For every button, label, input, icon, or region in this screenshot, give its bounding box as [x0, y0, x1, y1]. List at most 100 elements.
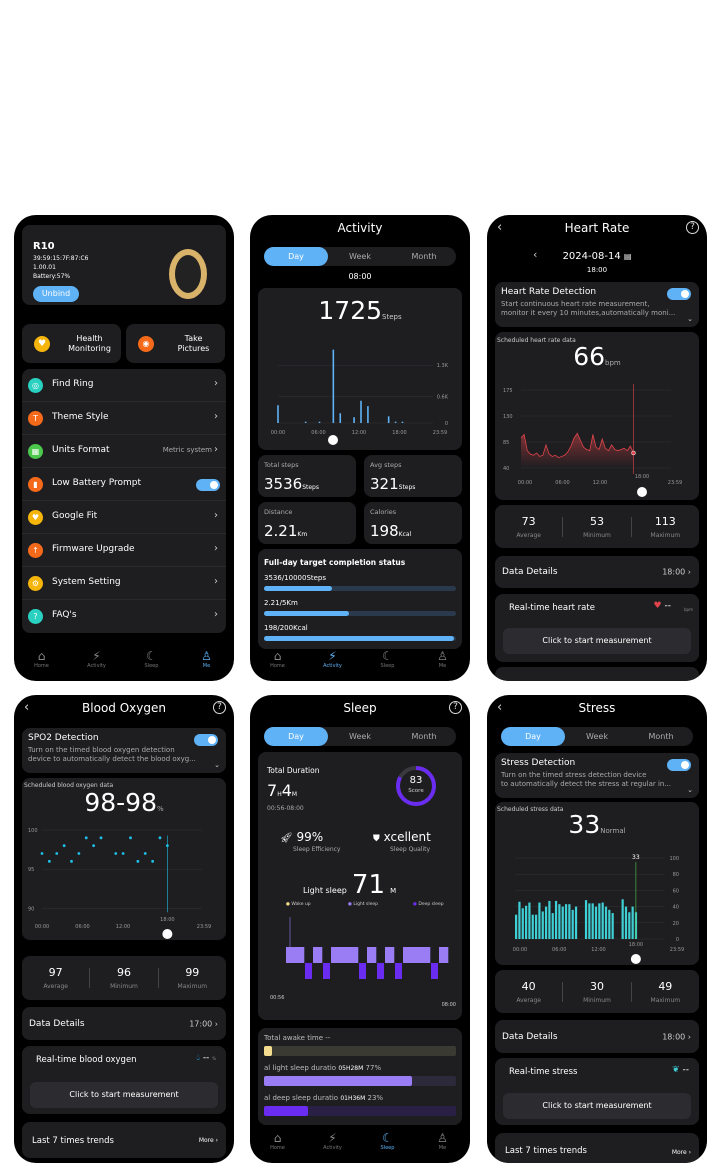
y-tick-label: 95	[28, 867, 34, 873]
help-icon[interactable]: ?	[449, 701, 462, 714]
upgrade-icon: ↑	[28, 543, 43, 558]
blood-oxygen-screen: ‹ Blood Oxygen ? SPO2 Detection Turn on …	[14, 695, 234, 1163]
help-icon[interactable]: ?	[213, 701, 226, 714]
gear-icon: ⚙	[28, 576, 43, 591]
back-icon[interactable]: ‹	[497, 700, 503, 715]
menu-item-firmware-upgrade[interactable]: ↑ Firmware Upgrade ›	[22, 534, 226, 567]
back-icon[interactable]: ‹	[24, 700, 30, 715]
x-tick-label: 12:00	[352, 430, 366, 436]
tab-day[interactable]: Day	[264, 727, 328, 746]
chevron-down-icon[interactable]: ⌄	[687, 786, 693, 794]
time-slider-handle[interactable]	[162, 929, 173, 939]
tab-week[interactable]: Week	[586, 732, 608, 741]
data-details-row[interactable]: Data Details 18:00 ›	[495, 556, 699, 588]
stat-minimum: 96 Minimum	[110, 966, 138, 990]
stress-bar	[518, 901, 521, 939]
health-monitoring-button[interactable]: ♥ Health Monitoring	[22, 324, 121, 363]
stats-card: 73 Average 53 Minimum 113 Maximum	[495, 505, 699, 548]
more-link[interactable]: More ›	[198, 1137, 218, 1144]
tab-month[interactable]: Month	[648, 732, 674, 741]
detection-card: Stress Detection Turn on the timed stres…	[495, 753, 699, 798]
nav-sleep[interactable]: ☾ Sleep	[360, 649, 415, 677]
time-slider-handle[interactable]	[637, 487, 647, 497]
chevron-down-icon[interactable]: ⌄	[214, 761, 220, 769]
nav-activity[interactable]: ⚡ Activity	[305, 649, 360, 677]
data-details-label: Data Details	[502, 567, 558, 577]
start-measurement-button[interactable]: Click to start measurement	[30, 1082, 218, 1108]
nav-me[interactable]: ♙ Me	[415, 649, 470, 677]
trends-card[interactable]: Last 7 times trends More ›	[22, 1122, 226, 1158]
nav-home[interactable]: ⌂ Home	[250, 1131, 305, 1159]
chevron-down-icon[interactable]: ⌄	[687, 315, 693, 323]
nav-sleep[interactable]: ☾ Sleep	[124, 649, 179, 677]
sleep-duration-card: Total awake time -- al light sleep durat…	[258, 1028, 462, 1125]
back-icon[interactable]: ‹	[497, 220, 503, 235]
nav-sleep[interactable]: ☾ Sleep	[360, 1131, 415, 1159]
date-selector[interactable]: 2024-08-14 ▤	[562, 251, 632, 262]
trends-card[interactable]: Last 7 times trends More ›	[495, 1133, 699, 1163]
target-label: 2.21/5Km	[264, 599, 298, 607]
prev-day-icon[interactable]: ‹	[533, 248, 538, 261]
nav-me[interactable]: ♙ Me	[179, 649, 234, 677]
tab-month[interactable]: Month	[411, 732, 437, 741]
stat-avg-steps: Avg steps 321Steps	[364, 455, 462, 497]
menu-item-low-battery-prompt[interactable]: ▮ Low Battery Prompt	[22, 468, 226, 501]
stress-bar	[531, 914, 534, 939]
menu-item-system-setting[interactable]: ⚙ System Setting ›	[22, 567, 226, 600]
nav-home[interactable]: ⌂ Home	[14, 649, 69, 677]
time-slider-handle[interactable]	[328, 435, 338, 445]
menu-item-find-ring[interactable]: ◎ Find Ring ›	[22, 369, 226, 402]
stress-bar	[594, 906, 598, 939]
menu-item-theme-style[interactable]: T Theme Style ›	[22, 402, 226, 435]
y-tick-label: 100	[28, 828, 38, 834]
nav-activity[interactable]: ⚡ Activity	[69, 649, 124, 677]
more-link[interactable]: More ›	[671, 1149, 691, 1156]
take-pictures-button[interactable]: ◉ Take Pictures	[126, 324, 225, 363]
tab-day[interactable]: Day	[264, 247, 328, 266]
data-details-row[interactable]: Data Details 18:00 ›	[495, 1020, 699, 1053]
time-slider-handle[interactable]	[630, 954, 641, 964]
x-tick-label: 18:00	[635, 474, 649, 480]
detection-description: Turn on the timed blood oxygen detection…	[28, 746, 196, 763]
nav-me[interactable]: ♙ Me	[415, 1131, 470, 1159]
menu-item-faq-s[interactable]: ? FAQ's ›	[22, 600, 226, 633]
stress-bar	[568, 904, 571, 939]
help-icon[interactable]: ?	[686, 221, 699, 234]
low-battery-toggle[interactable]	[196, 479, 220, 491]
target-title: Full-day target completion status	[264, 558, 406, 567]
chevron-right-icon: ›	[214, 576, 218, 587]
device-version: 1.00.01	[33, 264, 56, 271]
light-sleep-segment	[439, 947, 449, 963]
nav-label: Me	[438, 663, 447, 669]
step-bar	[304, 421, 307, 423]
start-measurement-button[interactable]: Click to start measurement	[503, 628, 691, 654]
unbind-button[interactable]: Unbind	[33, 286, 79, 302]
stress-bar	[584, 900, 588, 939]
nav-activity[interactable]: ⚡ Activity	[305, 1131, 360, 1159]
start-measurement-button[interactable]: Click to start measurement	[503, 1093, 691, 1119]
x-tick-label: 18:00	[160, 917, 174, 923]
nav-label: Activity	[323, 663, 342, 669]
stress-bar	[541, 911, 544, 939]
menu-item-units-format[interactable]: ▦ Units Format Metric system ›	[22, 435, 226, 468]
detection-toggle[interactable]	[194, 734, 218, 746]
tab-week[interactable]: Week	[349, 252, 371, 261]
tab-month[interactable]: Month	[411, 252, 437, 261]
x-tick-label: 00:00	[35, 924, 49, 930]
nav-home[interactable]: ⌂ Home	[250, 649, 305, 677]
bottom-nav: ⌂ Home ⚡ Activity ☾ Sleep ♙ Me	[250, 649, 470, 677]
tab-week[interactable]: Week	[349, 732, 371, 741]
data-details-row[interactable]: Data Details 17:00 ›	[22, 1007, 226, 1040]
stress-bar	[604, 906, 608, 939]
sleep-summary-card: Total Duration 7H4M 00:56-08:00 83 Score…	[258, 752, 462, 1020]
x-tick-label: 18:00	[629, 942, 643, 948]
detection-toggle[interactable]	[667, 288, 691, 300]
heart-icon: ♥	[28, 510, 43, 525]
tab-day[interactable]: Day	[501, 727, 565, 746]
menu-item-google-fit[interactable]: ♥ Google Fit ›	[22, 501, 226, 534]
stat-value: 3536Steps	[264, 475, 319, 493]
total-duration-value: 7H4M	[267, 781, 298, 800]
realtime-value: ♥ --	[653, 601, 671, 611]
sleep-bar-label: al deep sleep duratio 01H36M 23%	[264, 1094, 384, 1102]
detection-toggle[interactable]	[667, 759, 691, 771]
